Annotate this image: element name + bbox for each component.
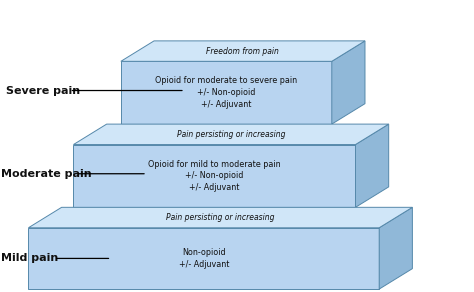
Text: Pain persisting or increasing: Pain persisting or increasing: [166, 213, 274, 222]
Text: Freedom from pain: Freedom from pain: [207, 47, 279, 55]
Polygon shape: [73, 124, 389, 145]
Text: Moderate pain: Moderate pain: [1, 169, 91, 179]
Polygon shape: [73, 145, 356, 207]
Polygon shape: [332, 41, 365, 124]
Polygon shape: [28, 228, 379, 289]
Polygon shape: [379, 207, 412, 289]
Polygon shape: [121, 41, 365, 61]
Polygon shape: [28, 207, 412, 228]
Text: Non-opioid
+/- Adjuvant: Non-opioid +/- Adjuvant: [179, 248, 229, 269]
Polygon shape: [121, 61, 332, 124]
Text: Severe pain: Severe pain: [6, 86, 80, 95]
Text: Opioid for mild to moderate pain
+/- Non-opioid
+/- Adjuvant: Opioid for mild to moderate pain +/- Non…: [148, 160, 281, 192]
Text: Opioid for moderate to severe pain
+/- Non-opioid
+/- Adjuvant: Opioid for moderate to severe pain +/- N…: [155, 77, 297, 109]
Text: Pain persisting or increasing: Pain persisting or increasing: [177, 130, 285, 139]
Polygon shape: [356, 124, 389, 207]
Text: Mild pain: Mild pain: [1, 253, 58, 263]
